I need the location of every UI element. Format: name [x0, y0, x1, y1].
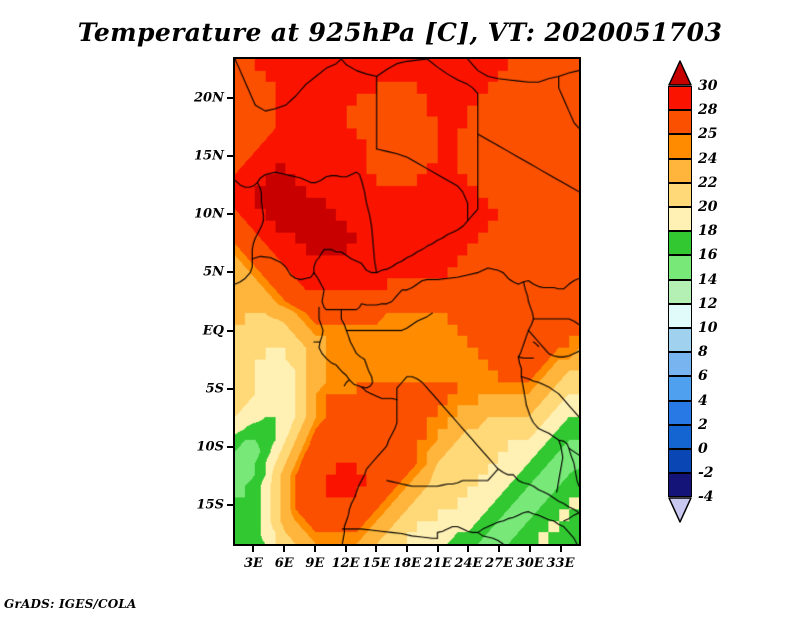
latitude-tick-mark: [227, 504, 233, 507]
temperature-field-canvas: [235, 59, 579, 544]
colorbar-band: [668, 207, 692, 232]
longitude-tick-label: 21E: [423, 556, 452, 571]
latitude-tick-label: 5S: [205, 381, 224, 397]
colorbar-tick-label: 12: [698, 295, 718, 312]
colorbar-band: [668, 352, 692, 377]
longitude-tick-label: 3E: [243, 556, 263, 571]
longitude-tick-label: 18E: [393, 556, 421, 571]
colorbar-band: [668, 134, 692, 159]
colorbar-band: [668, 158, 692, 183]
latitude-tick-label: EQ: [202, 323, 224, 339]
longitude-tick-mark: [467, 546, 470, 552]
colorbar-tick-label: 6: [698, 368, 708, 385]
longitude-tick-mark: [559, 546, 562, 552]
longitude-tick-label: 9E: [305, 556, 325, 571]
latitude-tick-mark: [227, 446, 233, 449]
footer-credit: GrADS: IGES/COLA: [4, 597, 137, 611]
longitude-tick-mark: [498, 546, 501, 552]
colorbar-band: [668, 449, 692, 474]
colorbar-tick-label: 28: [698, 102, 718, 119]
colorbar-tick-label: 16: [698, 247, 718, 264]
latitude-tick-mark: [227, 329, 233, 332]
longitude-tick-mark: [436, 546, 439, 552]
colorbar-top-arrow: [668, 60, 692, 86]
temperature-map: [233, 57, 581, 546]
longitude-tick-label: 30E: [515, 556, 544, 571]
longitude-axis: 3E 6E 9E 12E 15E 18E 21E 24E 27E 30E 33E: [233, 546, 581, 574]
colorbar-band: [668, 110, 692, 135]
colorbar-tick-label: 2: [698, 416, 708, 433]
latitude-tick-label: 10S: [196, 439, 224, 455]
colorbar-tick-label: 30: [698, 78, 718, 94]
longitude-tick-mark: [406, 546, 408, 552]
colorbar-band: [668, 328, 692, 353]
colorbar-tick-label: 14: [698, 271, 718, 288]
colorbar-band: [668, 424, 692, 449]
colorbar-tick-label: 18: [698, 223, 718, 240]
colorbar-tick-label: -2: [698, 465, 714, 482]
colorbar-tick-label: 0: [698, 441, 708, 457]
longitude-tick-mark: [528, 546, 531, 552]
colorbar: 30 28 25 24 22 20 18 16 14 12 10 8 6 4 2 0 -2 -4: [668, 60, 717, 560]
latitude-tick-mark: [227, 213, 233, 216]
longitude-tick-label: 15E: [362, 556, 391, 571]
colorbar-band: [668, 255, 692, 280]
colorbar-band: [668, 231, 692, 256]
longitude-tick-label: 33E: [546, 556, 575, 571]
colorbar-tick-label: 22: [698, 174, 718, 191]
latitude-tick-label: 10N: [194, 206, 224, 222]
colorbar-tick-label: 8: [698, 344, 708, 361]
longitude-tick-mark: [344, 546, 347, 552]
latitude-tick-label: 15N: [194, 148, 224, 164]
colorbar-tick-label: 10: [698, 320, 718, 336]
colorbar-band: [668, 473, 692, 498]
longitude-tick-label: 27E: [485, 556, 514, 571]
colorbar-band: [668, 182, 692, 207]
colorbar-tick-label: 20: [698, 199, 718, 215]
colorbar-band: [668, 279, 692, 304]
latitude-tick-label: 15S: [196, 497, 224, 513]
colorbar-band: [668, 400, 692, 425]
longitude-tick-mark: [252, 546, 255, 552]
longitude-tick-mark: [283, 546, 286, 552]
longitude-tick-mark: [375, 546, 378, 552]
page-title: Temperature at 925hPa [C], VT: 202005170…: [77, 18, 723, 47]
longitude-tick-label: 12E: [331, 556, 360, 571]
latitude-tick-label: 20N: [194, 90, 224, 106]
longitude-tick-label: 24E: [454, 556, 483, 571]
colorbar-bottom-arrow: [668, 497, 692, 524]
colorbar-tick-label: 25: [698, 126, 718, 143]
latitude-axis: 20N 15N 10N 5N EQ 5S 10S 15S: [0, 57, 233, 546]
colorbar-band: [668, 376, 692, 401]
latitude-tick-mark: [227, 271, 233, 274]
colorbar-tick-label: 24: [698, 150, 718, 167]
colorbar-tick-label: 4: [698, 392, 708, 409]
latitude-tick-mark: [227, 154, 233, 157]
latitude-tick-mark: [227, 96, 233, 99]
latitude-tick-label: 5N: [203, 264, 224, 280]
colorbar-band: [668, 303, 692, 328]
latitude-tick-mark: [227, 387, 233, 390]
longitude-tick-label: 6E: [274, 556, 294, 571]
colorbar-tick-label: -4: [698, 489, 714, 506]
colorbar-band: [668, 86, 692, 111]
longitude-tick-mark: [313, 546, 316, 552]
